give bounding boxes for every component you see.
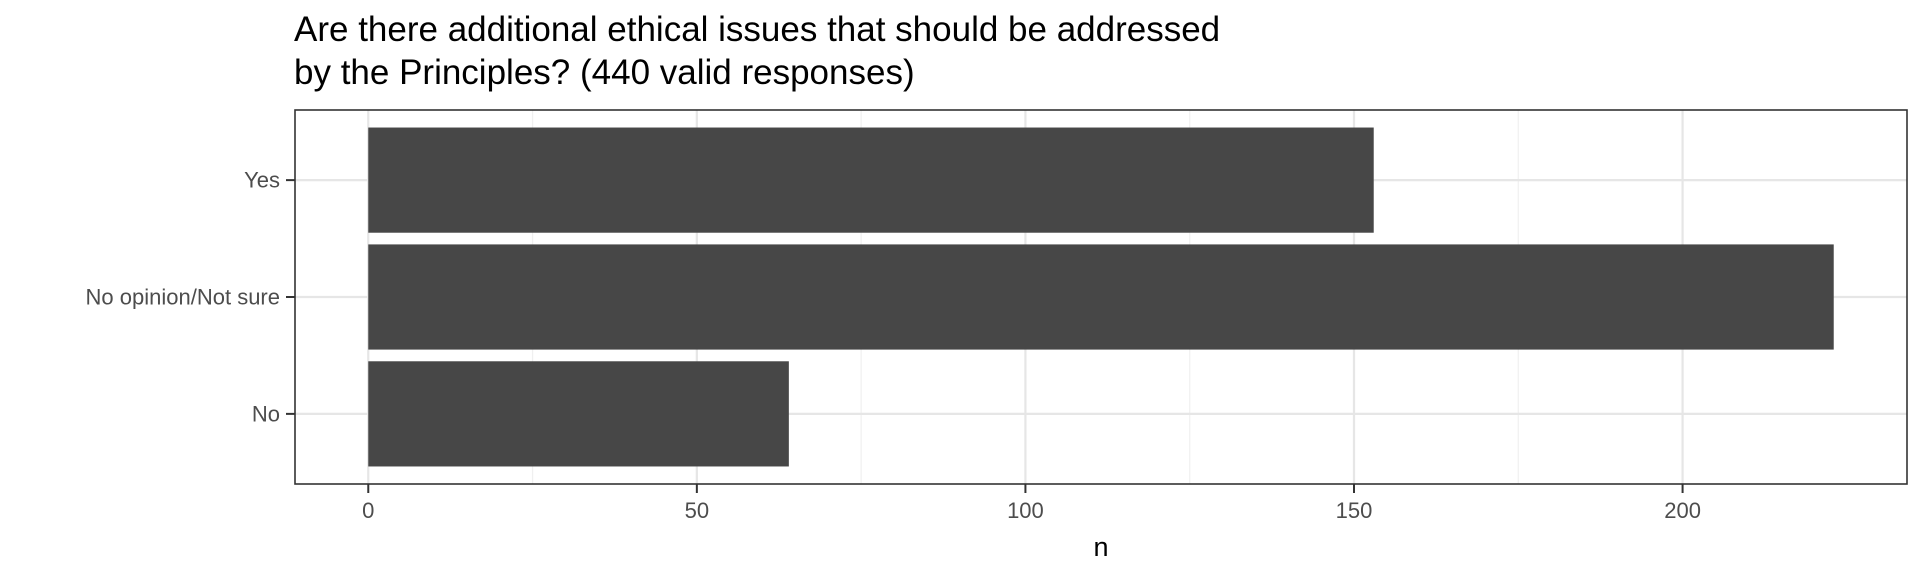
x-tick-label: 150 (1336, 498, 1373, 523)
chart-title: Are there additional ethical issues that… (294, 8, 1794, 94)
bars (368, 127, 1834, 467)
bar (368, 127, 1374, 233)
bar (368, 361, 789, 467)
y-axis: Yes No opinion/Not sure No (86, 168, 295, 426)
x-tick-label: 200 (1664, 498, 1701, 523)
y-tick-label: Yes (244, 168, 280, 193)
x-tick-label: 0 (362, 498, 374, 523)
x-axis-title: n (1093, 532, 1108, 562)
x-axis: 0 50 100 150 200 (362, 484, 1701, 523)
bar (368, 244, 1834, 350)
y-tick-label: No opinion/Not sure (86, 285, 280, 310)
x-tick-label: 100 (1007, 498, 1044, 523)
chart-title-line-2: by the Principles? (440 valid responses) (294, 53, 915, 92)
x-tick-label: 50 (685, 498, 709, 523)
y-tick-label: No (252, 401, 280, 426)
chart-title-line-1: Are there additional ethical issues that… (294, 10, 1221, 49)
